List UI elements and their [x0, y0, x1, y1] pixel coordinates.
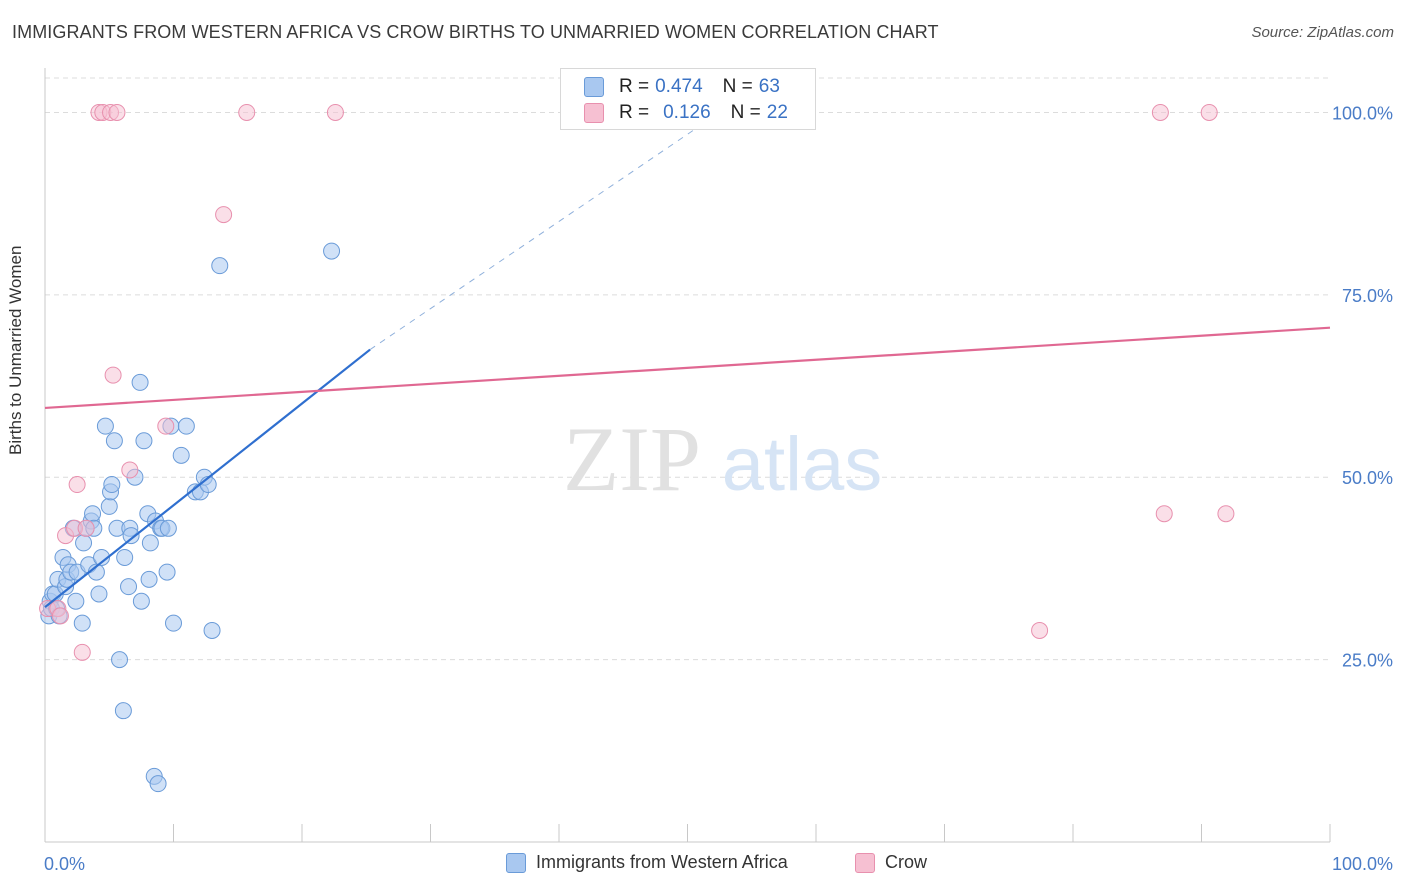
- data-point-immigrants: [135, 432, 153, 450]
- legend-swatch-blue: [506, 852, 526, 873]
- data-point-immigrants: [323, 242, 341, 260]
- data-point-crow: [326, 103, 344, 121]
- chart-title: IMMIGRANTS FROM WESTERN AFRICA VS CROW B…: [12, 22, 939, 42]
- data-point-crow: [238, 103, 256, 121]
- stats-n-label: N =: [722, 76, 753, 97]
- data-point-immigrants: [75, 534, 93, 552]
- trend-line-immigrants: [44, 348, 371, 608]
- data-point-crow: [1031, 621, 1049, 639]
- data-point-crow: [157, 417, 175, 435]
- data-point-immigrants: [114, 702, 132, 720]
- axes: [44, 68, 1331, 843]
- stats-row-immigrants: R = 0.474 N = 63: [584, 75, 780, 99]
- series-crow-points: [39, 103, 1235, 661]
- data-point-crow: [104, 366, 122, 384]
- data-point-immigrants: [131, 373, 149, 391]
- y-tick-labels: 25.0% 50.0% 75.0% 100.0%: [1332, 103, 1393, 670]
- y-tick-label: 25.0%: [1342, 651, 1393, 671]
- data-point-crow: [1200, 103, 1218, 121]
- legend-label-immigrants: Immigrants from Western Africa: [536, 852, 788, 872]
- data-point-immigrants: [116, 548, 134, 566]
- data-point-immigrants: [132, 592, 150, 610]
- legend-swatch-pink: [855, 852, 875, 873]
- data-point-immigrants: [103, 476, 121, 494]
- data-point-immigrants: [100, 497, 118, 515]
- watermark-zip: ZIP: [563, 408, 701, 510]
- data-point-immigrants: [122, 527, 140, 545]
- stats-swatch-blue: [584, 77, 604, 97]
- data-point-crow: [108, 103, 126, 121]
- stats-r-value: 0.126: [663, 102, 711, 123]
- bottom-legend: Immigrants from Western Africa Crow: [0, 850, 1406, 880]
- stats-swatch-pink: [584, 103, 604, 123]
- data-point-crow: [73, 643, 91, 661]
- trend-line-immigrants: [369, 112, 720, 350]
- stats-n-value: 22: [766, 102, 788, 123]
- data-point-crow: [1217, 505, 1235, 523]
- trend-line-crow: [44, 326, 1331, 410]
- watermark-atlas: atlas: [722, 422, 883, 507]
- data-point-crow: [1151, 103, 1169, 121]
- watermark: ZIP atlas: [563, 408, 882, 510]
- stats-r-label: R =: [619, 76, 650, 97]
- legend-label-crow: Crow: [885, 852, 928, 872]
- data-point-immigrants: [177, 417, 195, 435]
- data-point-immigrants: [111, 651, 129, 669]
- data-point-crow: [1155, 505, 1173, 523]
- series-immigrants-points: [40, 242, 341, 793]
- y-tick-label: 75.0%: [1342, 286, 1393, 306]
- y-tick-label: 100.0%: [1332, 103, 1393, 123]
- data-point-immigrants: [140, 570, 158, 588]
- trend-lines: [44, 112, 1331, 608]
- data-point-immigrants: [158, 563, 176, 581]
- data-point-crow: [215, 206, 233, 224]
- data-point-immigrants: [172, 446, 190, 464]
- x-tick-label: 0.0%: [44, 854, 85, 874]
- stats-legend-box: R = 0.474 N = 63 R = 0.126 N = 22: [560, 68, 816, 130]
- x-tick-labels: 0.0% 100.0%: [44, 854, 1393, 874]
- data-point-crow: [121, 461, 139, 479]
- data-point-immigrants: [141, 534, 159, 552]
- data-point-immigrants: [211, 257, 229, 275]
- data-point-immigrants: [90, 585, 108, 603]
- data-point-immigrants: [67, 592, 85, 610]
- x-tick-label: 100.0%: [1332, 854, 1393, 874]
- data-point-crow: [68, 476, 86, 494]
- data-point-immigrants: [203, 621, 221, 639]
- data-point-immigrants: [159, 519, 177, 537]
- data-point-immigrants: [105, 432, 123, 450]
- stats-n-label: N =: [730, 102, 761, 123]
- data-point-immigrants: [84, 505, 102, 523]
- stats-n-value: 63: [758, 76, 780, 97]
- stats-r-label: R =: [619, 102, 650, 123]
- source-label: Source: ZipAtlas.com: [1251, 24, 1394, 41]
- data-point-immigrants: [96, 417, 114, 435]
- data-point-immigrants: [120, 578, 138, 596]
- data-point-immigrants: [149, 775, 167, 793]
- data-point-crow: [77, 519, 95, 537]
- data-point-crow: [51, 607, 69, 625]
- stats-row-crow: R = 0.126 N = 22: [584, 101, 788, 125]
- y-tick-label: 50.0%: [1342, 468, 1393, 488]
- legend-item-crow[interactable]: Crow: [855, 852, 927, 873]
- data-point-immigrants: [93, 548, 111, 566]
- stats-r-value: 0.474: [655, 76, 703, 97]
- legend-item-immigrants[interactable]: Immigrants from Western Africa: [506, 852, 788, 873]
- data-point-immigrants: [73, 614, 91, 632]
- data-point-immigrants: [165, 614, 182, 632]
